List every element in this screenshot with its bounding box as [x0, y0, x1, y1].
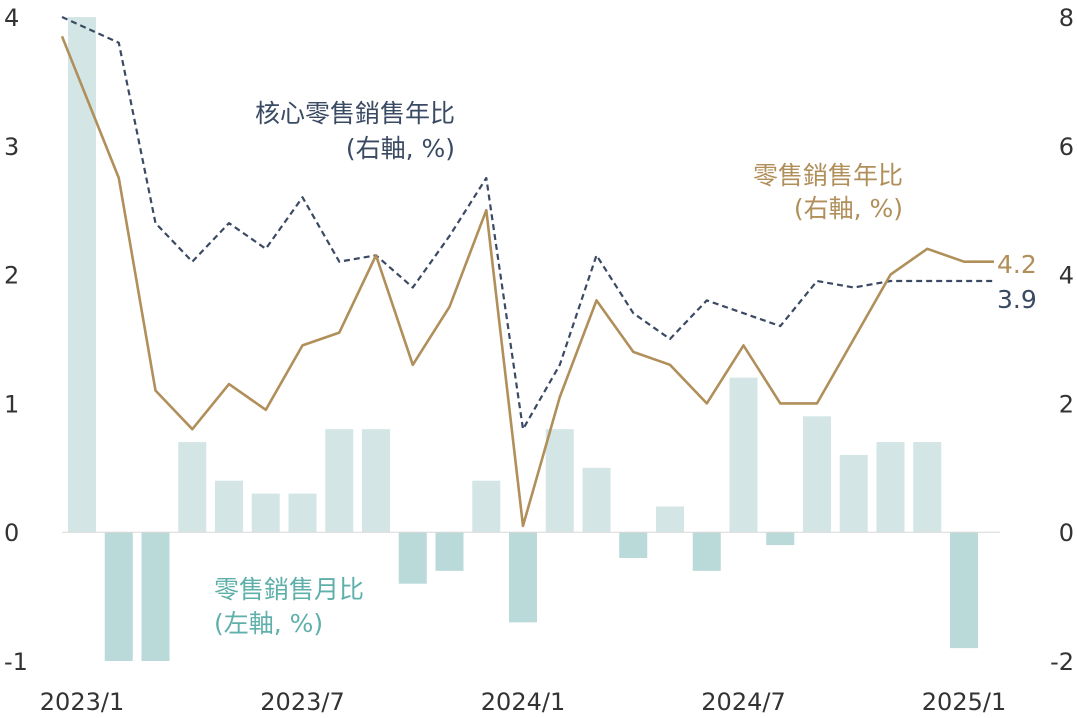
x-tick-label: 2023/7	[260, 688, 344, 716]
mom-bar	[692, 532, 721, 571]
mom-bar	[215, 480, 243, 533]
left-tick-label: -1	[4, 648, 28, 676]
right-tick-label: 8	[1059, 4, 1074, 32]
mom-bar	[288, 493, 317, 533]
mom-bar	[472, 480, 501, 533]
left-tick-label: 2	[4, 262, 19, 290]
core-yoy-sublabel: (右軸, %)	[346, 134, 455, 163]
mom-bar	[803, 416, 831, 533]
mom-bar	[141, 532, 170, 661]
mom-bar	[325, 429, 354, 533]
mom-bar	[178, 442, 207, 533]
mom-bar	[104, 532, 133, 661]
core-yoy-end-label: 3.9	[997, 285, 1037, 314]
left-tick-label: 3	[4, 133, 19, 161]
x-tick-label: 2023/1	[40, 688, 124, 716]
mom-bar	[435, 532, 464, 571]
mom-bar	[545, 429, 574, 533]
yoy-line-series	[60, 15, 994, 528]
mom-bar	[729, 377, 758, 533]
mom-bar-series	[68, 17, 978, 661]
right-axis-ticks: -2 0 2 4 6 8	[1050, 4, 1074, 676]
mom-bar	[619, 532, 648, 558]
mom-sublabel: (左軸, %)	[214, 609, 323, 638]
yoy-sublabel: (右軸, %)	[794, 194, 903, 223]
left-tick-label: 4	[4, 4, 19, 32]
right-tick-label: 0	[1059, 519, 1074, 547]
mom-bar	[656, 506, 684, 533]
mom-bar	[913, 442, 942, 533]
x-axis-ticks: 2023/1 2023/7 2024/1 2024/7 2025/1	[40, 688, 1006, 716]
right-tick-label: 6	[1059, 133, 1074, 161]
left-axis-ticks: -1 0 1 2 3 4	[4, 4, 28, 676]
mom-bar	[509, 532, 537, 623]
mom-bar	[251, 493, 280, 533]
core-yoy-line	[61, 15, 994, 431]
right-tick-label: -2	[1050, 648, 1074, 676]
mom-bar	[839, 454, 868, 533]
yoy-label: 零售銷售年比	[753, 161, 903, 190]
left-tick-label: 1	[4, 390, 19, 418]
x-tick-label: 2025/1	[922, 688, 1006, 716]
mom-bar	[950, 532, 978, 649]
right-tick-label: 4	[1059, 262, 1074, 290]
mom-bar	[362, 429, 390, 533]
mom-bar	[68, 17, 96, 533]
left-tick-label: 0	[4, 519, 19, 547]
core-yoy-label: 核心零售銷售年比	[255, 99, 455, 128]
mom-bar	[582, 467, 611, 533]
yoy-line	[60, 35, 994, 528]
mom-bar	[398, 532, 427, 584]
mom-bar	[766, 532, 795, 546]
x-tick-label: 2024/1	[481, 688, 565, 716]
mom-bar	[876, 442, 905, 533]
yoy-end-label: 4.2	[997, 250, 1037, 279]
x-tick-label: 2024/7	[701, 688, 785, 716]
right-tick-label: 2	[1059, 390, 1074, 418]
mom-label: 零售銷售月比	[214, 575, 364, 604]
